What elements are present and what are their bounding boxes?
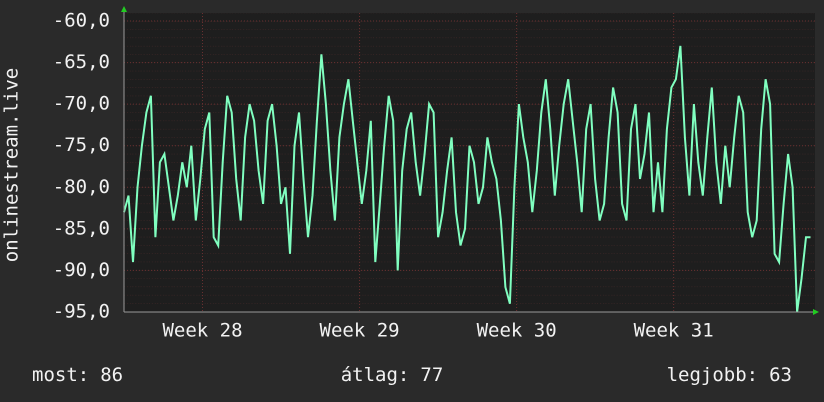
x-tick-label: Week 29 [320, 320, 400, 342]
x-tick-label: Week 30 [477, 320, 557, 342]
y-tick-label: -65,0 [53, 51, 110, 73]
y-tick-label: -95,0 [53, 301, 110, 323]
y-tick-label: -85,0 [53, 217, 110, 239]
y-axis-title: onlinestream.live [1, 68, 23, 262]
stat: legjobb: 63 [667, 364, 792, 386]
stat-value: 77 [420, 364, 443, 386]
y-tick-label: -70,0 [53, 93, 110, 115]
axis-arrow [121, 6, 127, 12]
y-tick-label: -90,0 [53, 259, 110, 281]
x-tick-label: Week 28 [162, 320, 242, 342]
stat-label: legjobb: [667, 364, 759, 386]
y-tick-label: -60,0 [53, 10, 110, 32]
y-tick-label: -75,0 [53, 134, 110, 156]
stat: most: 86 [32, 364, 123, 386]
stat-value: 63 [769, 364, 792, 386]
y-tick-label: -80,0 [53, 176, 110, 198]
stat-label: átlag: [341, 364, 410, 386]
data-line [123, 45, 811, 313]
x-tick-label: Week 31 [634, 320, 714, 342]
stat-value: 86 [100, 364, 123, 386]
stat: átlag: 77 [341, 364, 444, 386]
stat-label: most: [32, 364, 89, 386]
axis-arrow [813, 309, 819, 315]
